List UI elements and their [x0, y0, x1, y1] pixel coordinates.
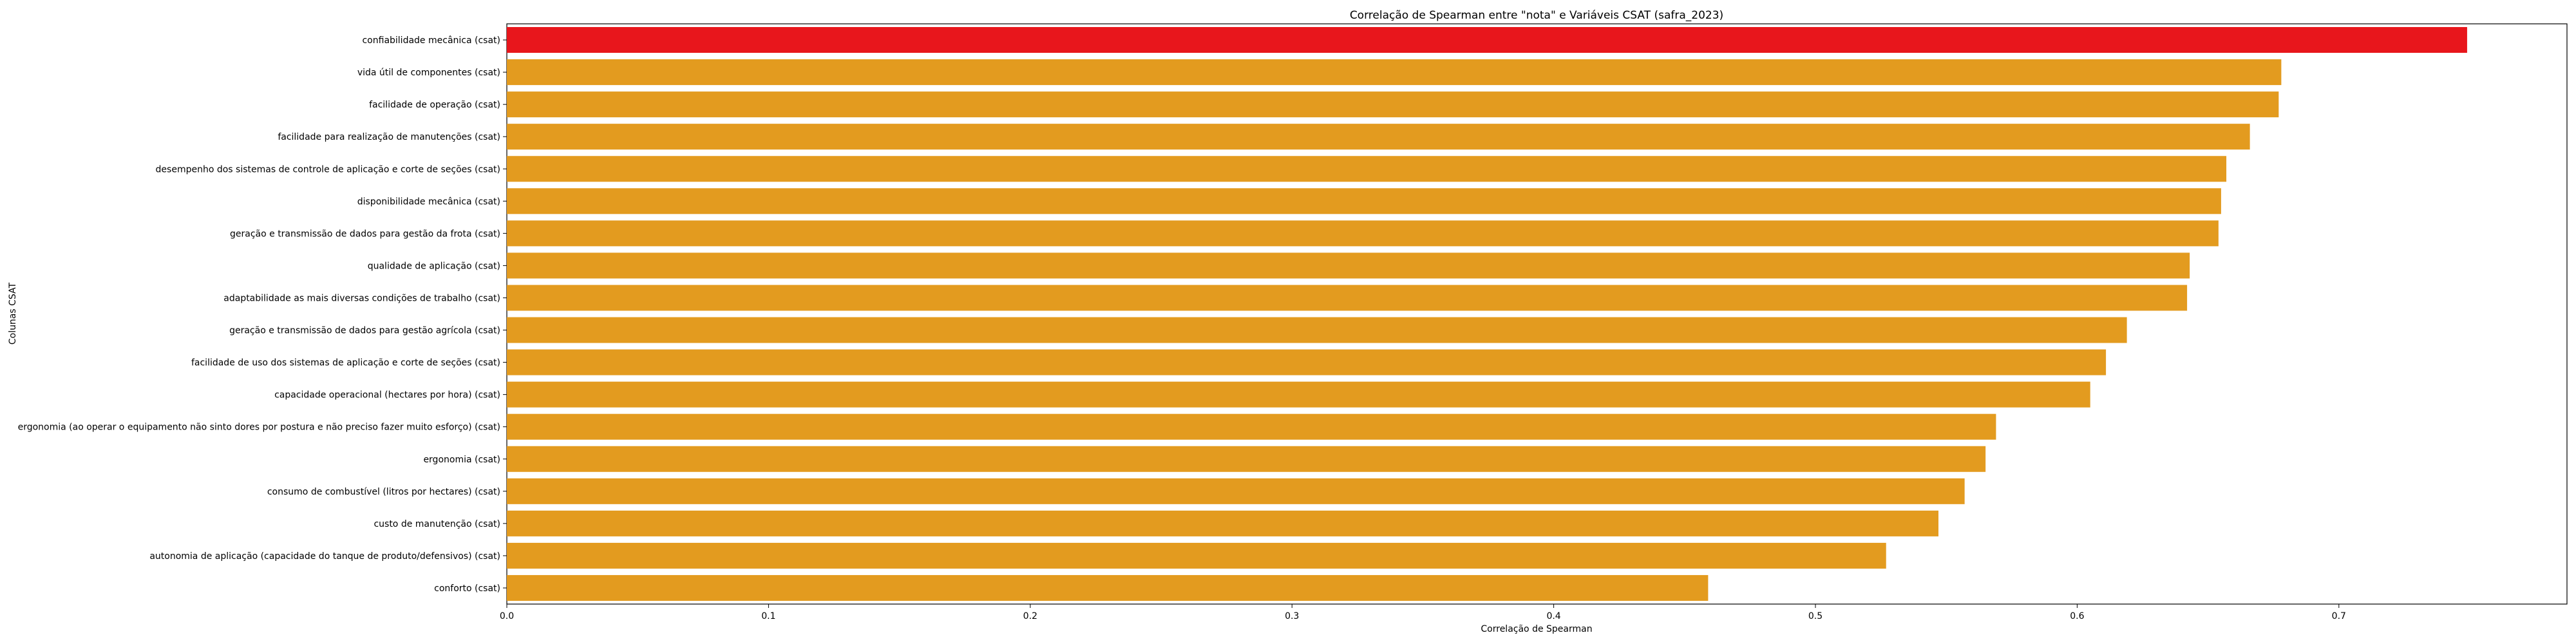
bar: [507, 349, 2107, 375]
category-label: consumo de combustível (litros por hecta…: [267, 487, 500, 497]
category-label: autonomia de aplicação (capacidade do ta…: [149, 551, 500, 562]
y-axis-title: Colunas CSAT: [8, 282, 18, 345]
x-tick-label: 0.0: [500, 611, 514, 621]
bar: [507, 317, 2127, 343]
bar: [507, 478, 1965, 504]
x-axis-title: Correlação de Spearman: [1481, 624, 1592, 634]
category-label: custo de manutenção (csat): [374, 519, 500, 529]
bar: [507, 220, 2219, 247]
x-tick-label: 0.3: [1285, 611, 1299, 621]
bar: [507, 510, 1939, 536]
chart-title: Correlação de Spearman entre "nota" e Va…: [1350, 9, 1723, 22]
category-label: facilidade de uso dos sistemas de aplica…: [191, 358, 500, 368]
category-label: facilidade para realização de manutençõe…: [278, 132, 500, 142]
bar: [507, 252, 2190, 279]
x-tick-label: 0.4: [1546, 611, 1560, 621]
bar: [507, 156, 2227, 182]
category-label: disponibilidade mecânica (csat): [357, 196, 500, 207]
x-tick-label: 0.1: [761, 611, 775, 621]
bar-group: [507, 27, 2467, 601]
bar: [507, 413, 1996, 440]
x-tick-label: 0.2: [1023, 611, 1037, 621]
category-label: capacidade operacional (hectares por hor…: [274, 390, 500, 401]
category-label: facilidade de operação (csat): [369, 100, 500, 110]
category-label: conforto (csat): [434, 583, 500, 594]
category-label: ergonomia (csat): [423, 455, 500, 465]
bar: [507, 188, 2221, 214]
x-tick-label: 0.5: [1808, 611, 1823, 621]
x-tick-label: 0.7: [2332, 611, 2346, 621]
bar: [507, 574, 1709, 601]
category-label: geração e transmissão de dados para gest…: [229, 326, 500, 336]
x-tick-label: 0.6: [2070, 611, 2084, 621]
bar: [507, 59, 2282, 86]
category-label: adaptabilidade as mais diversas condiçõe…: [223, 293, 500, 303]
bar: [507, 446, 1986, 472]
category-label-group: confiabilidade mecânica (csat) vida útil …: [18, 35, 507, 594]
category-label: geração e transmissão de dados para gest…: [230, 229, 500, 239]
category-label: qualidade de aplicação (csat): [368, 261, 500, 271]
bar: [507, 381, 2090, 408]
category-label: desempenho dos sistemas de controle de a…: [156, 164, 500, 175]
category-label: confiabilidade mecânica (csat): [362, 35, 500, 46]
plot-frame: [506, 23, 2568, 605]
bar: [507, 91, 2279, 118]
bar: [507, 27, 2467, 53]
category-label: ergonomia (ao operar o equipamento não s…: [18, 422, 500, 433]
bar: [507, 542, 1886, 569]
bar: [507, 124, 2250, 150]
x-tick-group: 0.0 0.1 0.2 0.3 0.4 0.5 0.6 0.7: [500, 604, 2346, 621]
bar: [507, 285, 2188, 311]
category-label: vida útil de componentes (csat): [357, 68, 500, 78]
